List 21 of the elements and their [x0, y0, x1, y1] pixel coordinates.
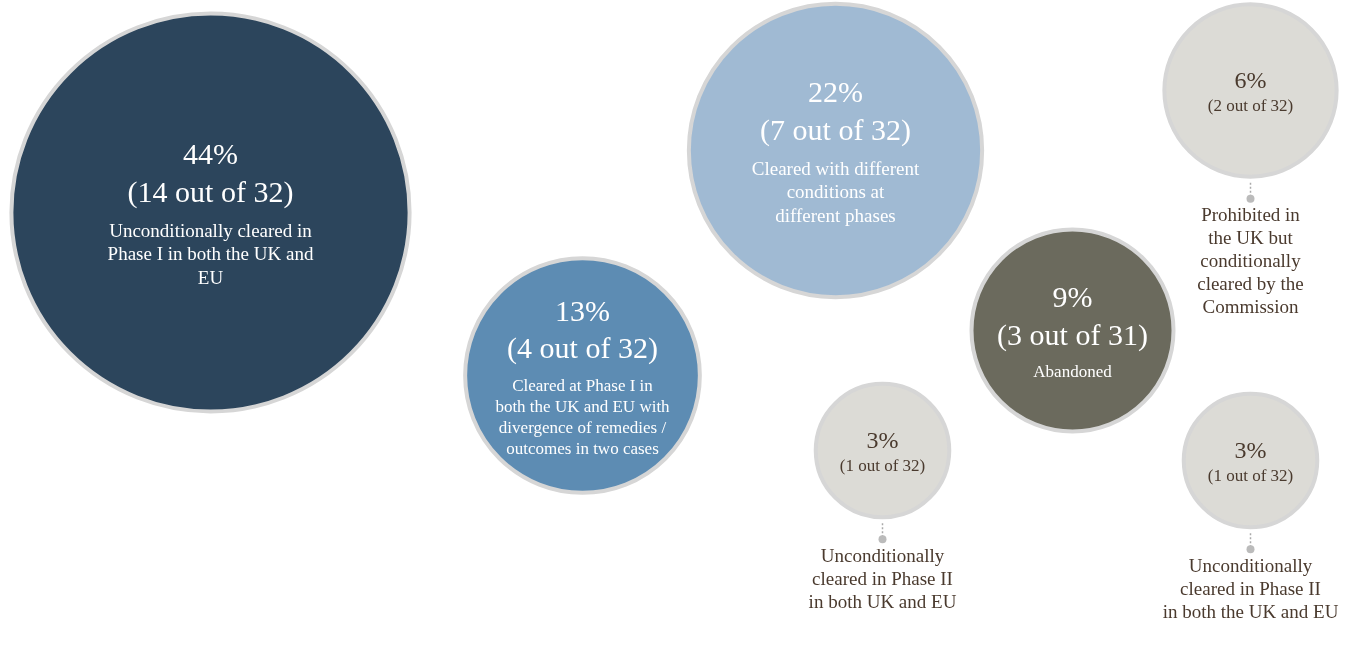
text: (4 out of 32)	[507, 331, 658, 366]
category-label: Cleared with different conditions at different phases	[751, 157, 920, 227]
text: (3 out of 31)	[997, 317, 1148, 352]
data-label: 6%	[1234, 66, 1267, 93]
category-label: Unconditionally cleared in Phase I in both the UK and EU	[107, 219, 314, 289]
data-label: 44%	[183, 137, 238, 171]
text: (1 out of 32)	[1207, 465, 1294, 485]
category-label: Abandoned	[1033, 362, 1113, 382]
text: (14 out of 32)	[127, 174, 294, 209]
data-label: 3%	[1234, 436, 1267, 463]
category-label: Unconditionally cleared in Phase II in both UK and EU	[808, 544, 957, 612]
category-label: Unconditionally cleared in Phase II in both the UK and EU	[1162, 554, 1339, 622]
data-label: 22%	[808, 75, 863, 109]
data-label: 13%	[555, 293, 610, 327]
text: (7 out of 32)	[760, 112, 911, 147]
category-label: Prohibited in the UK but conditionally cleared by the Commission	[1197, 204, 1304, 318]
data-label: 9%	[1052, 280, 1093, 314]
category-label: Cleared at Phase I in both the UK and EU with divergence of remedies / outcomes in two cases	[495, 375, 671, 459]
text: (2 out of 32)	[1207, 95, 1294, 115]
data-label: 3%	[866, 426, 899, 453]
text: (1 out of 32)	[839, 455, 926, 475]
